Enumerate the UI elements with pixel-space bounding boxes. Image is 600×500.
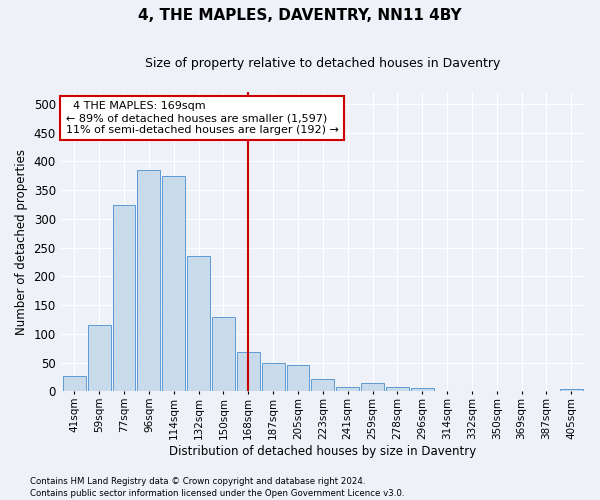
Text: 4, THE MAPLES, DAVENTRY, NN11 4BY: 4, THE MAPLES, DAVENTRY, NN11 4BY <box>138 8 462 22</box>
Bar <box>212 316 235 392</box>
Bar <box>485 390 508 392</box>
Bar <box>262 362 284 392</box>
Bar <box>311 378 334 392</box>
Bar <box>137 170 160 392</box>
Bar <box>386 387 409 392</box>
Bar <box>411 388 434 392</box>
Bar <box>63 376 86 392</box>
Y-axis label: Number of detached properties: Number of detached properties <box>15 149 28 335</box>
Text: 4 THE MAPLES: 169sqm  
← 89% of detached houses are smaller (1,597)
11% of semi-: 4 THE MAPLES: 169sqm ← 89% of detached h… <box>66 102 339 134</box>
Bar <box>187 256 210 392</box>
Bar <box>88 324 110 392</box>
Bar <box>461 390 484 392</box>
Bar <box>113 204 136 392</box>
Bar <box>237 352 260 392</box>
X-axis label: Distribution of detached houses by size in Daventry: Distribution of detached houses by size … <box>169 444 476 458</box>
Bar <box>336 386 359 392</box>
Bar <box>287 366 310 392</box>
Title: Size of property relative to detached houses in Daventry: Size of property relative to detached ho… <box>145 58 500 70</box>
Bar <box>560 389 583 392</box>
Text: Contains HM Land Registry data © Crown copyright and database right 2024.
Contai: Contains HM Land Registry data © Crown c… <box>30 476 404 498</box>
Bar <box>361 382 384 392</box>
Bar <box>163 176 185 392</box>
Bar <box>436 390 458 392</box>
